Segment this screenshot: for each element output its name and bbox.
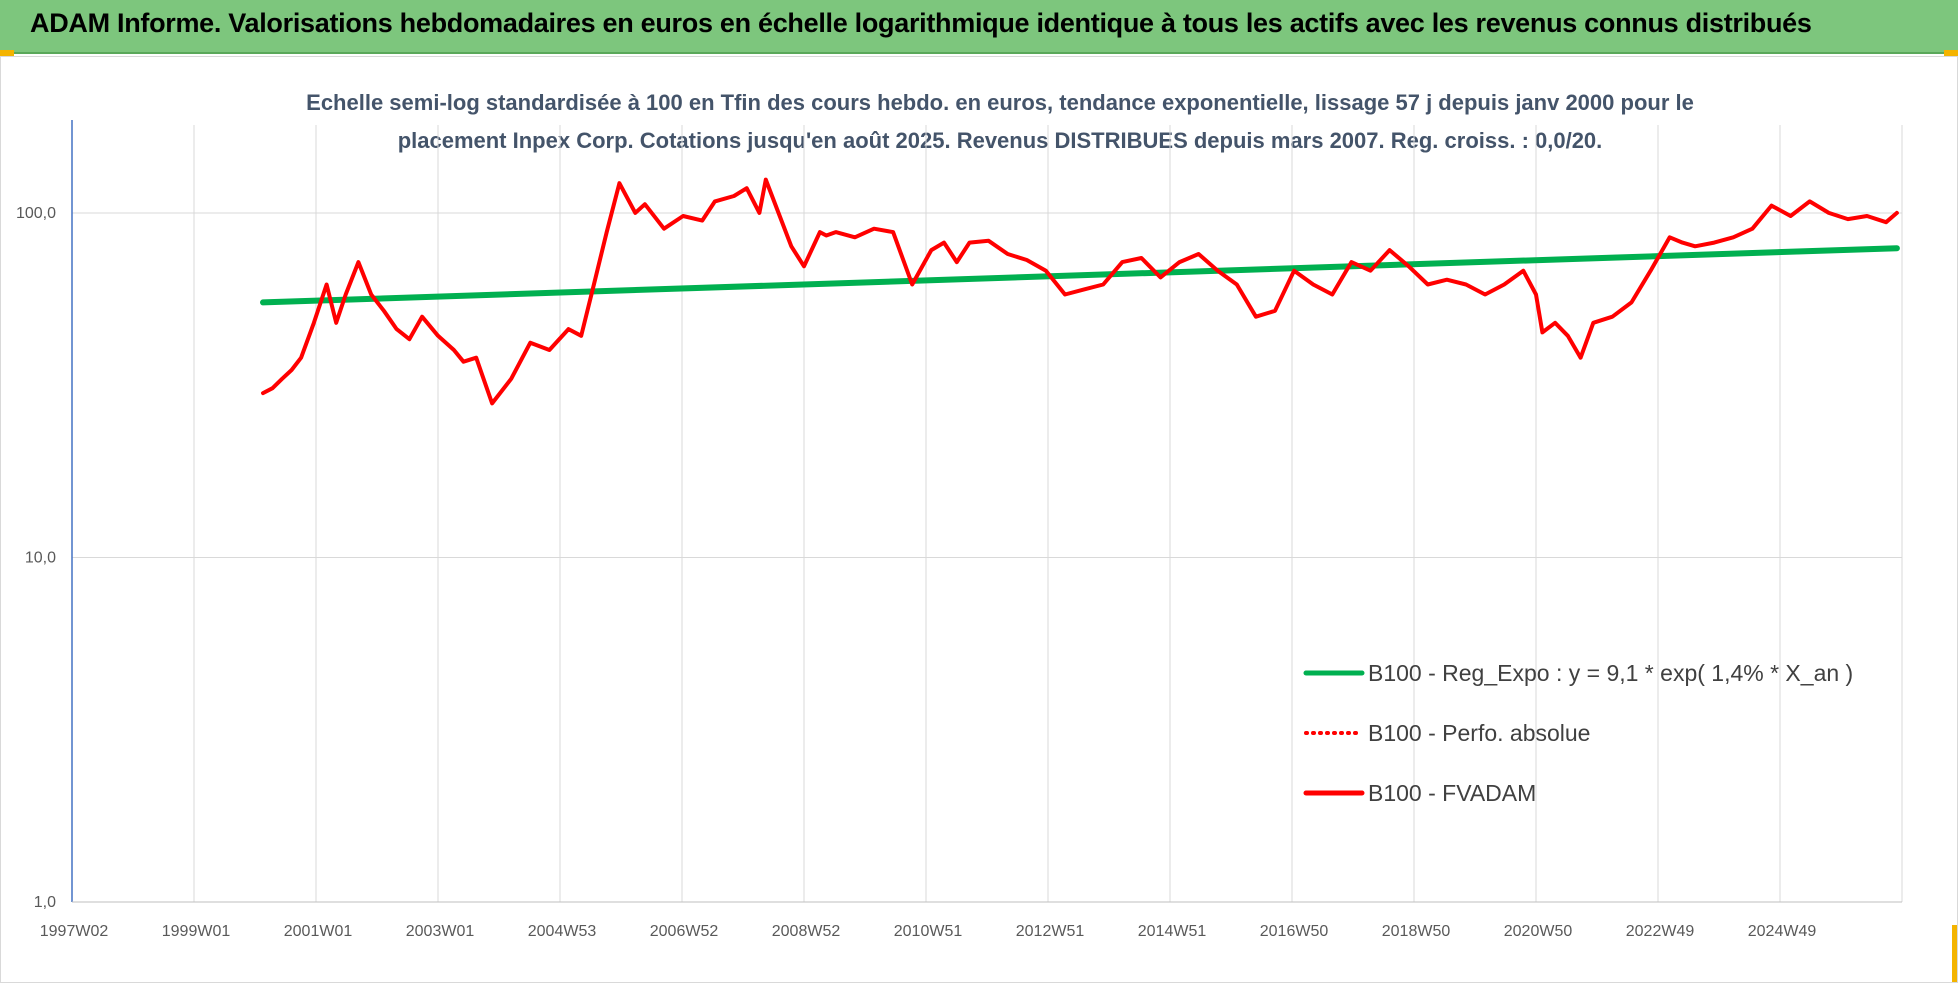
grid — [72, 125, 1903, 903]
y-tick-label: 1,0 — [34, 894, 56, 911]
x-tick-label: 2003W01 — [406, 923, 475, 940]
report-title: ADAM Informe. Valorisations hebdomadaire… — [30, 8, 1812, 38]
x-tick-label: 2022W49 — [1626, 923, 1695, 940]
report-banner: ADAM Informe. Valorisations hebdomadaire… — [0, 0, 1958, 54]
x-tick-label: 2016W50 — [1260, 923, 1329, 940]
corner-mark-top-left — [0, 50, 14, 56]
legend-label: B100 - Reg_Expo : y = 9,1 * exp( 1,4% * … — [1368, 660, 1853, 686]
x-tick-label: 2014W51 — [1138, 923, 1207, 940]
chart-title-line-1: Echelle semi-log standardisée à 100 en T… — [306, 90, 1694, 115]
series-line-reg-expo — [260, 245, 1900, 306]
x-tick-label: 2012W51 — [1016, 923, 1085, 940]
y-tick-label: 10,0 — [25, 549, 56, 566]
axes: 1,0 10,0 100,0 1997W02 1999W01 2001W01 2003W01… — [16, 120, 1902, 940]
legend-label: B100 - FVADAM — [1368, 780, 1536, 806]
legend-label: B100 - Perfo. absolue — [1368, 720, 1590, 746]
series-group — [260, 177, 1900, 406]
x-tick-label: 1999W01 — [162, 923, 231, 940]
x-tick-label: 1997W02 — [40, 923, 109, 940]
x-tick-label: 2008W52 — [772, 923, 841, 940]
x-tick-label: 2024W49 — [1748, 923, 1817, 940]
chart-title-line-2: placement Inpex Corp. Cotations jusqu'en… — [397, 128, 1603, 153]
corner-mark-top-right — [1944, 50, 1958, 56]
corner-mark-bottom-right — [1952, 925, 1958, 983]
x-tick-label: 2001W01 — [284, 923, 353, 940]
x-tick-label: 2010W51 — [894, 923, 963, 940]
x-tick-label: 2020W50 — [1504, 923, 1573, 940]
series-line-fvadam — [261, 177, 1899, 406]
legend: B100 - Reg_Expo : y = 9,1 * exp( 1,4% * … — [1303, 660, 1853, 806]
x-tick-label: 2004W53 — [528, 923, 597, 940]
y-tick-label: 100,0 — [16, 205, 56, 222]
x-tick-label: 2006W52 — [650, 923, 719, 940]
x-tick-label: 2018W50 — [1382, 923, 1451, 940]
